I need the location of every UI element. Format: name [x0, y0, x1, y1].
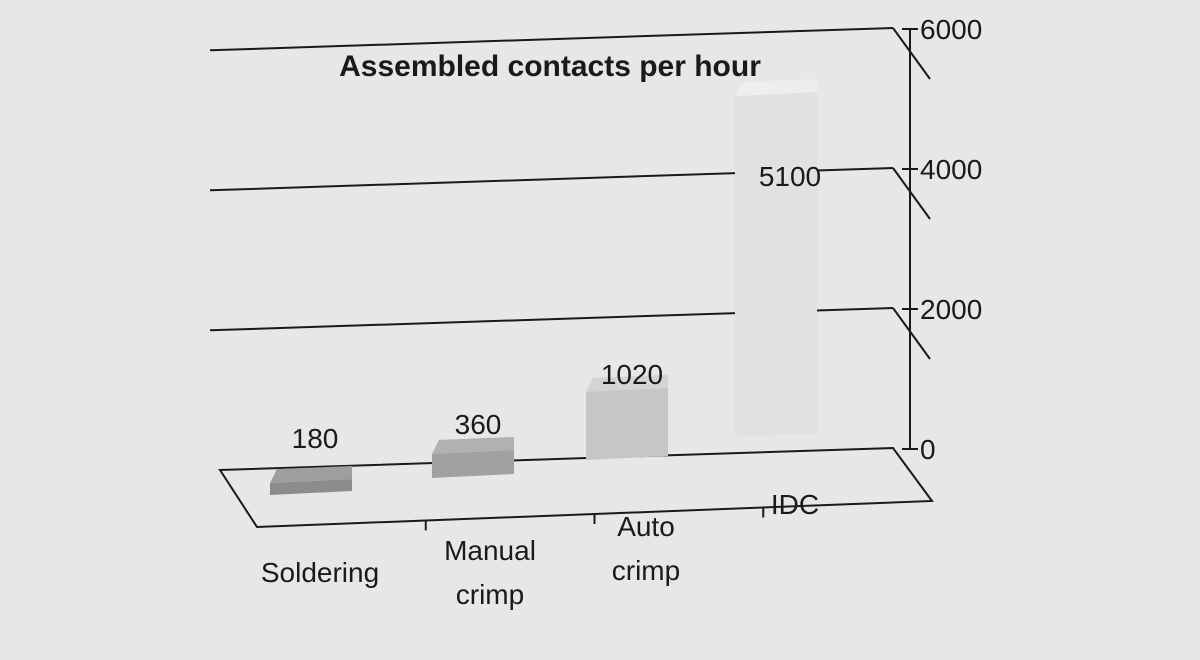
x-tick-label: Auto — [617, 511, 675, 542]
x-tick-label: Manual — [444, 535, 536, 566]
bar-front — [270, 479, 352, 495]
bar-top-face — [586, 374, 668, 392]
x-tick-label: crimp — [612, 555, 680, 586]
y-axis — [424, 28, 918, 531]
bar-top-face — [270, 466, 352, 483]
x-tick-labels: Soldering Manual crimp Auto crimp IDC — [261, 489, 819, 610]
x-tick-label: crimp — [456, 579, 524, 610]
bar — [735, 79, 817, 437]
side-gridline — [892, 167, 931, 220]
y-tick-label: 4000 — [920, 154, 982, 185]
bar — [270, 466, 352, 495]
bar-front — [586, 387, 668, 460]
bar-front — [735, 92, 817, 437]
bar-top-face — [432, 436, 514, 454]
y-tick-labels: 0 2000 4000 6000 — [920, 14, 982, 465]
bar-top-face — [735, 79, 817, 97]
gridline — [209, 27, 894, 52]
bar — [432, 436, 514, 478]
bars — [270, 79, 817, 495]
side-gridline — [892, 27, 931, 80]
x-tick-label: Soldering — [261, 557, 379, 588]
data-label: 1020 — [601, 359, 663, 390]
data-label: 5100 — [759, 161, 821, 192]
y-tick-label: 6000 — [920, 14, 982, 45]
chart-floor — [218, 446, 934, 529]
chart-title: Assembled contacts per hour — [339, 50, 761, 83]
data-labels: 180 360 1020 5100 — [292, 161, 822, 454]
floor-outline — [218, 446, 934, 529]
x-tick-label: IDC — [771, 489, 819, 520]
side-gridline — [892, 307, 931, 360]
data-label: 180 — [292, 423, 339, 454]
y-tick-label: 0 — [920, 434, 936, 465]
y-tick-label: 2000 — [920, 294, 982, 325]
bar — [586, 374, 668, 460]
data-label: 360 — [455, 409, 502, 440]
bar-front — [432, 449, 514, 478]
